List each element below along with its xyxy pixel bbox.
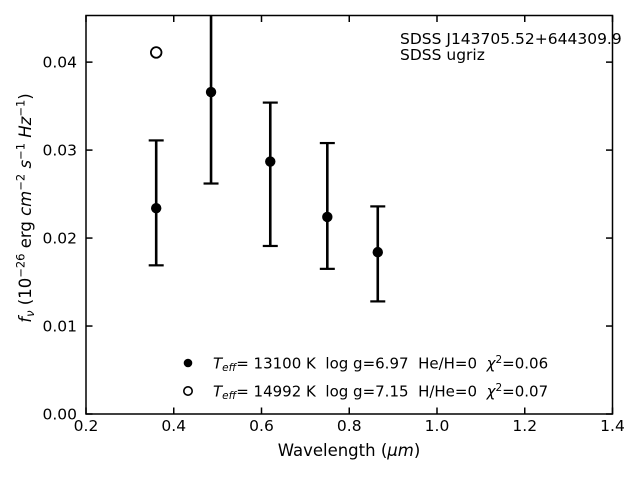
y-tick-label: 0.00 xyxy=(42,406,77,424)
x-tick-label: 0.4 xyxy=(161,417,186,435)
plot-frame xyxy=(85,14,614,415)
x-tick-label: 1.2 xyxy=(512,417,537,435)
x-tick-label: 0.2 xyxy=(74,417,99,435)
annotation-filter-set: SDSS ugriz xyxy=(400,46,485,64)
data-point-filled-circle xyxy=(322,211,333,223)
data-point-open-circle xyxy=(149,46,163,59)
legend-entry-label: Teff= 14992 K log g=7.15 H/He=0 χ2=0.07 xyxy=(213,382,548,402)
y-tick-label: 0.01 xyxy=(42,318,77,336)
legend-marker-open-circle xyxy=(183,385,194,396)
annotation-object-name: SDSS J143705.52+644309.9 xyxy=(400,30,622,48)
data-point-filled-circle xyxy=(205,86,217,98)
y-tick-label: 0.03 xyxy=(42,142,77,160)
data-point-filled-circle xyxy=(265,156,276,167)
y-tick-label: 0.02 xyxy=(42,230,77,248)
legend-marker-filled-circle xyxy=(183,358,193,368)
x-tick-label: 1.0 xyxy=(425,417,450,435)
y-tick-label: 0.04 xyxy=(42,54,77,72)
legend-entry-label: Teff= 13100 K log g=6.97 He/H=0 χ2=0.06 xyxy=(213,354,548,374)
y-axis-title: fν (10−26 erg cm−2 s−1 Hz−1) xyxy=(14,93,37,322)
x-tick-label: 0.6 xyxy=(249,417,274,435)
x-tick-label: 0.8 xyxy=(337,417,362,435)
x-tick-label: 1.4 xyxy=(600,417,625,435)
x-axis-title: Wavelength (μm) xyxy=(278,441,421,460)
data-point-filled-circle xyxy=(151,202,162,214)
data-point-filled-circle xyxy=(372,246,383,258)
